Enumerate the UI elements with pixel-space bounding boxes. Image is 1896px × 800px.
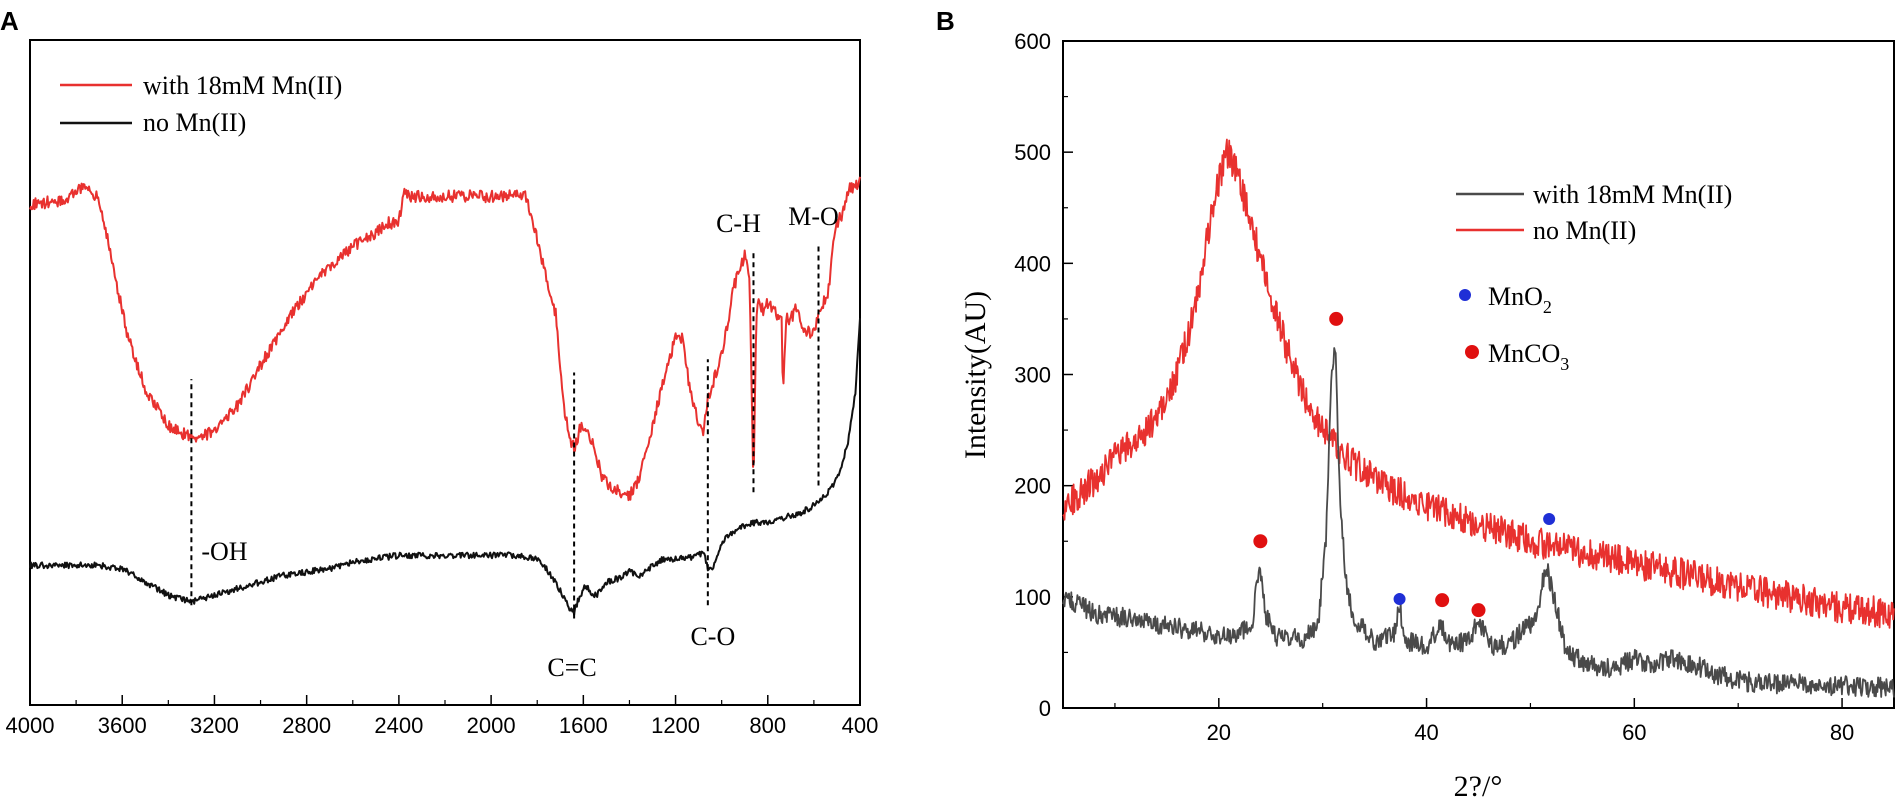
panel-a-legend: with 18mM Mn(II) no Mn(II) xyxy=(60,71,342,137)
panel-a-annotations: -OH C=C C-O C-H M-O xyxy=(190,202,839,682)
panel-a-x-tick-label: 2400 xyxy=(374,713,423,738)
panel-b-series-with-mn xyxy=(1062,347,1895,698)
panel-b-chart: 20 40 60 80 0 100 200 300 400 500 600 Intensity(AU… xyxy=(959,29,1895,800)
panel-b-y-tick-label: 200 xyxy=(1014,474,1051,499)
panel-b-x-tick-label: 20 xyxy=(1207,720,1231,745)
panel-a-x-tick-label: 3200 xyxy=(190,713,239,738)
panel-a-x-tick-label: 400 xyxy=(842,713,879,738)
legend-a-label-2: no Mn(II) xyxy=(143,108,246,137)
legend-b-mno2-marker xyxy=(1459,289,1471,301)
legend-a-label-1: with 18mM Mn(II) xyxy=(143,71,342,100)
panel-b-series-no-mn xyxy=(1062,138,1895,629)
mnco3-peak-marker xyxy=(1329,311,1344,326)
panel-a-x-tick-label: 800 xyxy=(749,713,786,738)
panel-b-y-tick-label: 100 xyxy=(1014,585,1051,610)
panel-a-annotation-label: C-O xyxy=(690,622,735,651)
mnco3-peak-marker xyxy=(1471,603,1486,618)
panel-b-tick-labels: 20 40 60 80 0 100 200 300 400 500 600 xyxy=(1014,29,1854,745)
panel-a-x-tick-label: 2000 xyxy=(467,713,516,738)
panel-b-y-tick-label: 400 xyxy=(1014,251,1051,276)
panel-b-peak-markers xyxy=(1253,311,1556,618)
panel-a-x-tick-label: 1200 xyxy=(651,713,700,738)
mno2-peak-marker xyxy=(1393,593,1406,606)
panel-a-letter: A xyxy=(0,6,19,36)
panel-a-x-ticks xyxy=(29,695,861,705)
panel-b-ticks xyxy=(1063,40,1843,709)
panel-a-annotation-label: C=C xyxy=(547,653,596,682)
panel-b-letter: B xyxy=(936,6,955,36)
panel-a-annotation-label: M-O xyxy=(788,202,839,231)
panel-a-x-tick-label: 3600 xyxy=(98,713,147,738)
panel-b-y-tick-label: 300 xyxy=(1014,363,1051,388)
mnco3-peak-marker xyxy=(1435,593,1450,608)
panel-b-x-axis-label: 2?/° xyxy=(1454,770,1503,800)
panel-b-y-tick-label: 0 xyxy=(1039,696,1051,721)
panel-a-annotation-label: -OH xyxy=(201,537,247,566)
mnco3-peak-marker xyxy=(1253,534,1268,549)
panel-a-x-tick-label: 2800 xyxy=(282,713,331,738)
panel-a-frame xyxy=(29,39,861,706)
panel-a-series xyxy=(29,176,861,616)
panel-b-legend: with 18mM Mn(II) no Mn(II) MnO2 MnCO3 xyxy=(1456,180,1732,374)
legend-b-label-1: with 18mM Mn(II) xyxy=(1533,180,1732,209)
legend-b-mno2-label: MnO2 xyxy=(1488,282,1552,317)
panel-a-chart: 4000 3600 3200 2800 2400 2000 1600 1200 800 400 -… xyxy=(6,39,879,738)
legend-b-mnco3-label: MnCO3 xyxy=(1488,339,1569,374)
mno2-peak-marker xyxy=(1543,513,1556,526)
panel-a-annotation-label: C-H xyxy=(716,209,761,238)
panel-a-x-tick-label: 1600 xyxy=(559,713,608,738)
panel-b-y-tick-label: 600 xyxy=(1014,29,1051,54)
legend-b-label-2: no Mn(II) xyxy=(1533,216,1636,245)
panel-b-x-tick-label: 40 xyxy=(1414,720,1438,745)
panel-b-series xyxy=(1062,138,1895,698)
legend-b-mnco3-marker xyxy=(1465,345,1479,359)
panel-a-x-tick-labels: 4000 3600 3200 2800 2400 2000 1600 1200 800 400 xyxy=(6,713,879,738)
panel-b-y-tick-label: 500 xyxy=(1014,140,1051,165)
panel-b-y-axis-label: Intensity(AU) xyxy=(959,291,992,459)
panel-a-series-no-mn xyxy=(29,318,861,616)
panel-b-x-tick-label: 60 xyxy=(1622,720,1646,745)
panel-a-x-tick-label: 4000 xyxy=(6,713,55,738)
panel-a-series-with-mn xyxy=(29,176,861,502)
panel-b-x-tick-label: 80 xyxy=(1830,720,1854,745)
